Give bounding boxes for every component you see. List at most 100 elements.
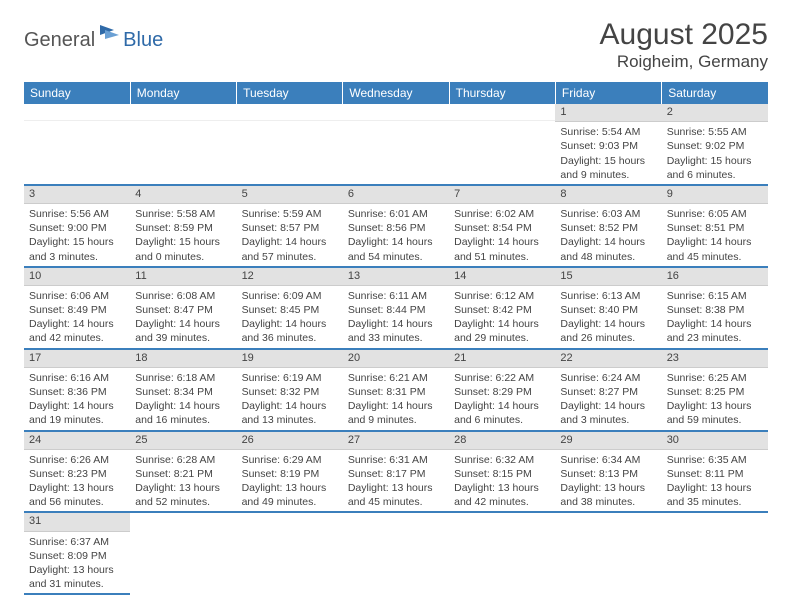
calendar-day-cell: 25Sunrise: 6:28 AMSunset: 8:21 PMDayligh… (130, 431, 236, 513)
calendar-day-cell (343, 512, 449, 594)
empty-day (24, 104, 130, 121)
weekday-header: Thursday (449, 82, 555, 104)
calendar-day-cell (662, 512, 768, 594)
calendar-day-cell: 31Sunrise: 6:37 AMSunset: 8:09 PMDayligh… (24, 512, 130, 594)
calendar-day-cell (237, 512, 343, 594)
day-number: 3 (24, 186, 130, 204)
day-number: 19 (237, 350, 343, 368)
calendar-day-cell: 1Sunrise: 5:54 AMSunset: 9:03 PMDaylight… (555, 104, 661, 185)
location-label: Roigheim, Germany (600, 52, 768, 72)
weekday-header: Wednesday (343, 82, 449, 104)
day-number: 25 (130, 432, 236, 450)
day-number: 24 (24, 432, 130, 450)
calendar-week-row: 10Sunrise: 6:06 AMSunset: 8:49 PMDayligh… (24, 267, 768, 349)
day-number: 28 (449, 432, 555, 450)
empty-day (449, 104, 555, 121)
calendar-day-cell: 26Sunrise: 6:29 AMSunset: 8:19 PMDayligh… (237, 431, 343, 513)
day-number: 31 (24, 513, 130, 531)
calendar-day-cell: 24Sunrise: 6:26 AMSunset: 8:23 PMDayligh… (24, 431, 130, 513)
calendar-body: 1Sunrise: 5:54 AMSunset: 9:03 PMDaylight… (24, 104, 768, 594)
day-data: Sunrise: 6:05 AMSunset: 8:51 PMDaylight:… (662, 204, 768, 266)
calendar-day-cell: 23Sunrise: 6:25 AMSunset: 8:25 PMDayligh… (662, 349, 768, 431)
day-data: Sunrise: 6:26 AMSunset: 8:23 PMDaylight:… (24, 450, 130, 512)
calendar-week-row: 31Sunrise: 6:37 AMSunset: 8:09 PMDayligh… (24, 512, 768, 594)
calendar-day-cell (555, 512, 661, 594)
empty-day (237, 104, 343, 121)
calendar-week-row: 24Sunrise: 6:26 AMSunset: 8:23 PMDayligh… (24, 431, 768, 513)
day-data: Sunrise: 6:03 AMSunset: 8:52 PMDaylight:… (555, 204, 661, 266)
day-number: 22 (555, 350, 661, 368)
calendar-table: SundayMondayTuesdayWednesdayThursdayFrid… (24, 82, 768, 595)
day-data: Sunrise: 6:34 AMSunset: 8:13 PMDaylight:… (555, 450, 661, 512)
calendar-day-cell (130, 512, 236, 594)
calendar-day-cell: 15Sunrise: 6:13 AMSunset: 8:40 PMDayligh… (555, 267, 661, 349)
day-number: 18 (130, 350, 236, 368)
header: General Blue August 2025 Roigheim, Germa… (24, 18, 768, 72)
calendar-week-row: 17Sunrise: 6:16 AMSunset: 8:36 PMDayligh… (24, 349, 768, 431)
day-data: Sunrise: 5:58 AMSunset: 8:59 PMDaylight:… (130, 204, 236, 266)
day-data: Sunrise: 6:09 AMSunset: 8:45 PMDaylight:… (237, 286, 343, 348)
day-data: Sunrise: 6:19 AMSunset: 8:32 PMDaylight:… (237, 368, 343, 430)
weekday-header: Sunday (24, 82, 130, 104)
calendar-day-cell: 2Sunrise: 5:55 AMSunset: 9:02 PMDaylight… (662, 104, 768, 185)
day-data: Sunrise: 5:59 AMSunset: 8:57 PMDaylight:… (237, 204, 343, 266)
calendar-day-cell: 30Sunrise: 6:35 AMSunset: 8:11 PMDayligh… (662, 431, 768, 513)
calendar-day-cell: 22Sunrise: 6:24 AMSunset: 8:27 PMDayligh… (555, 349, 661, 431)
day-number: 23 (662, 350, 768, 368)
calendar-day-cell: 12Sunrise: 6:09 AMSunset: 8:45 PMDayligh… (237, 267, 343, 349)
day-number: 14 (449, 268, 555, 286)
calendar-day-cell: 10Sunrise: 6:06 AMSunset: 8:49 PMDayligh… (24, 267, 130, 349)
calendar-day-cell: 18Sunrise: 6:18 AMSunset: 8:34 PMDayligh… (130, 349, 236, 431)
calendar-week-row: 1Sunrise: 5:54 AMSunset: 9:03 PMDaylight… (24, 104, 768, 185)
day-number: 12 (237, 268, 343, 286)
day-number: 20 (343, 350, 449, 368)
day-data: Sunrise: 6:16 AMSunset: 8:36 PMDaylight:… (24, 368, 130, 430)
page-title: August 2025 (600, 18, 768, 52)
day-data: Sunrise: 6:15 AMSunset: 8:38 PMDaylight:… (662, 286, 768, 348)
day-number: 17 (24, 350, 130, 368)
day-data: Sunrise: 6:12 AMSunset: 8:42 PMDaylight:… (449, 286, 555, 348)
day-number: 6 (343, 186, 449, 204)
day-number: 4 (130, 186, 236, 204)
day-data: Sunrise: 6:13 AMSunset: 8:40 PMDaylight:… (555, 286, 661, 348)
day-data: Sunrise: 6:01 AMSunset: 8:56 PMDaylight:… (343, 204, 449, 266)
day-number: 10 (24, 268, 130, 286)
day-number: 27 (343, 432, 449, 450)
calendar-day-cell (343, 104, 449, 185)
day-number: 15 (555, 268, 661, 286)
weekday-header: Tuesday (237, 82, 343, 104)
calendar-day-cell: 28Sunrise: 6:32 AMSunset: 8:15 PMDayligh… (449, 431, 555, 513)
day-number: 1 (555, 104, 661, 122)
day-number: 13 (343, 268, 449, 286)
weekday-header: Saturday (662, 82, 768, 104)
calendar-day-cell: 14Sunrise: 6:12 AMSunset: 8:42 PMDayligh… (449, 267, 555, 349)
day-data: Sunrise: 6:06 AMSunset: 8:49 PMDaylight:… (24, 286, 130, 348)
calendar-day-cell: 6Sunrise: 6:01 AMSunset: 8:56 PMDaylight… (343, 185, 449, 267)
calendar-day-cell: 11Sunrise: 6:08 AMSunset: 8:47 PMDayligh… (130, 267, 236, 349)
day-data: Sunrise: 6:32 AMSunset: 8:15 PMDaylight:… (449, 450, 555, 512)
calendar-day-cell: 5Sunrise: 5:59 AMSunset: 8:57 PMDaylight… (237, 185, 343, 267)
day-data: Sunrise: 6:08 AMSunset: 8:47 PMDaylight:… (130, 286, 236, 348)
day-number: 30 (662, 432, 768, 450)
day-data: Sunrise: 6:22 AMSunset: 8:29 PMDaylight:… (449, 368, 555, 430)
weekday-header: Friday (555, 82, 661, 104)
day-data: Sunrise: 5:55 AMSunset: 9:02 PMDaylight:… (662, 122, 768, 184)
day-data: Sunrise: 6:11 AMSunset: 8:44 PMDaylight:… (343, 286, 449, 348)
day-number: 2 (662, 104, 768, 122)
empty-day (343, 104, 449, 121)
day-number: 11 (130, 268, 236, 286)
calendar-day-cell: 19Sunrise: 6:19 AMSunset: 8:32 PMDayligh… (237, 349, 343, 431)
day-data: Sunrise: 6:21 AMSunset: 8:31 PMDaylight:… (343, 368, 449, 430)
day-number: 5 (237, 186, 343, 204)
calendar-day-cell (449, 512, 555, 594)
day-number: 9 (662, 186, 768, 204)
calendar-day-cell (24, 104, 130, 185)
calendar-day-cell: 16Sunrise: 6:15 AMSunset: 8:38 PMDayligh… (662, 267, 768, 349)
calendar-day-cell: 8Sunrise: 6:03 AMSunset: 8:52 PMDaylight… (555, 185, 661, 267)
calendar-day-cell: 20Sunrise: 6:21 AMSunset: 8:31 PMDayligh… (343, 349, 449, 431)
calendar-day-cell: 7Sunrise: 6:02 AMSunset: 8:54 PMDaylight… (449, 185, 555, 267)
day-data: Sunrise: 6:24 AMSunset: 8:27 PMDaylight:… (555, 368, 661, 430)
calendar-day-cell (449, 104, 555, 185)
calendar-day-cell: 4Sunrise: 5:58 AMSunset: 8:59 PMDaylight… (130, 185, 236, 267)
weekday-header: Monday (130, 82, 236, 104)
